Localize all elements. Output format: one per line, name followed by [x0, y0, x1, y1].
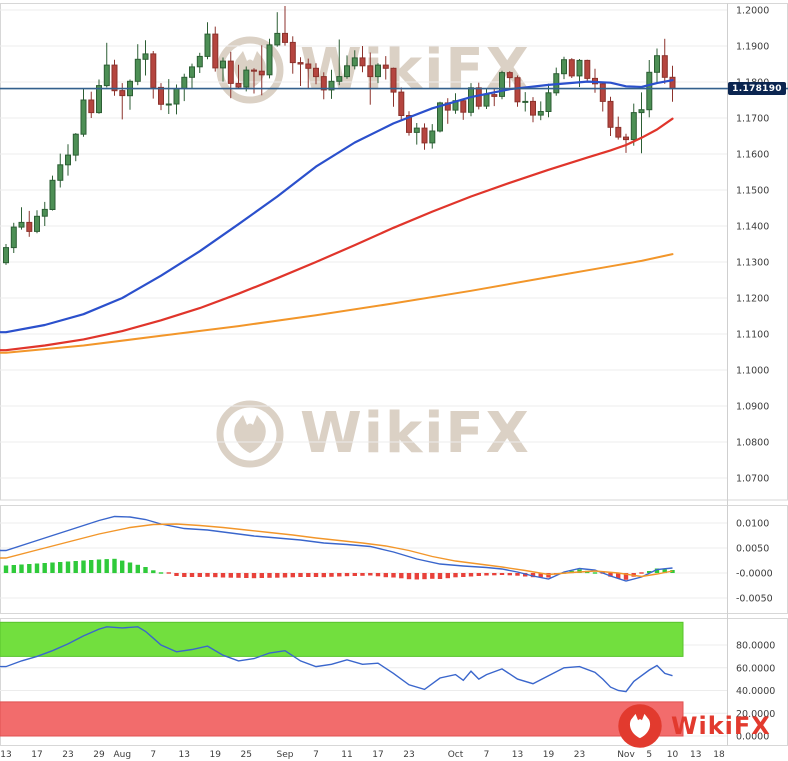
wikifx-logo-icon — [216, 400, 284, 468]
rsi-oversold-band — [0, 701, 684, 737]
macd-line — [0, 515, 673, 582]
svg-text:0.0000: 0.0000 — [736, 732, 769, 743]
wikifx-logo-icon — [216, 36, 284, 104]
svg-text:-0.0000: -0.0000 — [736, 569, 773, 580]
svg-text:80.0000: 80.0000 — [736, 641, 775, 652]
rsi-panel: 80.0000 60.0000 40.0000 20.0000 0.0000 — [0, 621, 775, 743]
svg-text:40.0000: 40.0000 — [736, 686, 775, 697]
svg-text:29: 29 — [93, 750, 105, 760]
svg-text:1.0700: 1.0700 — [736, 474, 769, 485]
svg-text:7: 7 — [150, 750, 156, 760]
svg-text:1.1100: 1.1100 — [736, 330, 769, 341]
moving-averages — [0, 79, 674, 354]
svg-text:20.0000: 20.0000 — [736, 709, 775, 720]
price-axis: 1.20001.19001.18001.17001.16001.15001.14… — [0, 6, 769, 485]
svg-text:1.1200: 1.1200 — [736, 294, 769, 305]
svg-text:1.1300: 1.1300 — [736, 258, 769, 269]
svg-text:Sep: Sep — [277, 750, 294, 760]
svg-text:7: 7 — [484, 750, 490, 760]
watermark-middle: WikiFX — [214, 398, 531, 470]
watermark-text: WikiFX — [300, 37, 531, 102]
svg-text:13: 13 — [179, 750, 190, 760]
svg-text:1.0800: 1.0800 — [736, 438, 769, 449]
svg-text:13: 13 — [0, 750, 11, 760]
svg-text:-0.0050: -0.0050 — [736, 594, 773, 605]
svg-text:0.0050: 0.0050 — [736, 544, 769, 555]
macd-panel: 0.0100 0.0050 -0.0000 -0.0050 — [0, 515, 773, 605]
wikifx-logo-red-icon — [618, 704, 662, 748]
ma-slow-orange — [0, 253, 674, 354]
svg-text:0.0100: 0.0100 — [736, 519, 769, 530]
candlestick-series — [3, 6, 676, 265]
svg-text:23: 23 — [62, 750, 73, 760]
svg-text:1.1400: 1.1400 — [736, 222, 769, 233]
watermark-text: WikiFX — [300, 401, 531, 466]
svg-text:10: 10 — [667, 750, 679, 760]
svg-text:23: 23 — [574, 750, 585, 760]
watermark-top: WikiFX — [214, 34, 531, 106]
svg-text:Oct: Oct — [448, 750, 464, 760]
svg-text:19: 19 — [210, 750, 222, 760]
macd-signal-line — [0, 523, 673, 578]
svg-text:13: 13 — [690, 750, 701, 760]
watermark-bottom-right: WikiFX — [617, 703, 771, 749]
time-axis: 13 17 23 29 Aug 7 13 19 25 Sep 7 11 17 23 Oct 7 13 19 23 No… — [0, 750, 725, 760]
svg-text:Nov: Nov — [617, 750, 635, 760]
svg-text:25: 25 — [241, 750, 252, 760]
ma-fast-blue — [0, 79, 674, 334]
svg-text:5: 5 — [646, 750, 652, 760]
svg-text:60.0000: 60.0000 — [736, 663, 775, 674]
svg-text:1.1500: 1.1500 — [736, 186, 769, 197]
svg-text:17: 17 — [31, 750, 42, 760]
svg-text:1.1900: 1.1900 — [736, 42, 769, 53]
svg-text:1.2000: 1.2000 — [736, 6, 769, 17]
svg-text:23: 23 — [403, 750, 414, 760]
svg-text:13: 13 — [512, 750, 523, 760]
watermark-red-text: WikiFX — [671, 712, 771, 740]
svg-text:18: 18 — [713, 750, 725, 760]
ma-mid-red — [0, 117, 674, 352]
svg-text:11: 11 — [341, 750, 352, 760]
svg-text:1.1000: 1.1000 — [736, 366, 769, 377]
svg-text:7: 7 — [313, 750, 319, 760]
svg-text:1.0900: 1.0900 — [736, 402, 769, 413]
rsi-line — [0, 626, 673, 693]
svg-text:1.1600: 1.1600 — [736, 150, 769, 161]
current-price-badge: 1.178190 — [728, 82, 786, 96]
svg-text:17: 17 — [372, 750, 383, 760]
svg-text:1.1700: 1.1700 — [736, 114, 769, 125]
svg-text:Aug: Aug — [113, 750, 131, 760]
svg-text:19: 19 — [543, 750, 555, 760]
